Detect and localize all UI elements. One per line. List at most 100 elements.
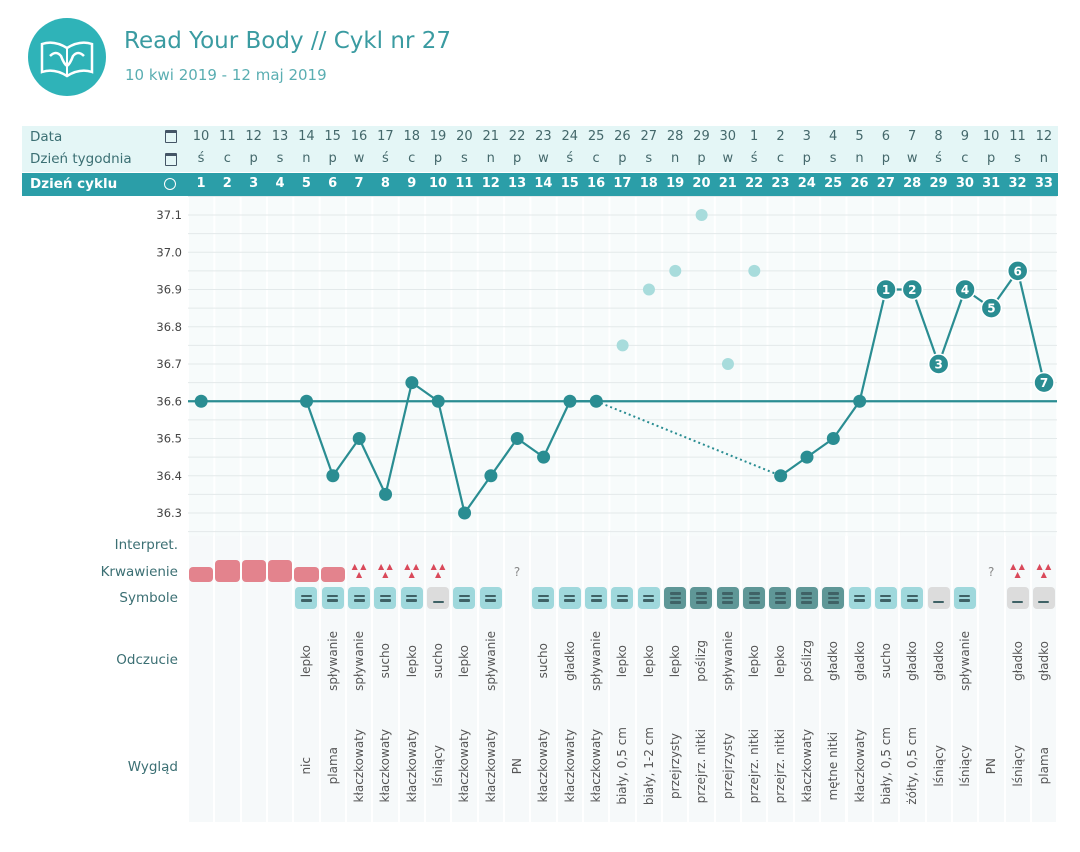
cycle-day-cell: 32 bbox=[1008, 176, 1027, 191]
cycle-day-cell: 18 bbox=[639, 176, 658, 191]
appearance-text: kłaczkowaty bbox=[404, 729, 419, 803]
date-cell: 26 bbox=[614, 129, 631, 144]
appearance-text: przejrzysty bbox=[668, 733, 683, 799]
day-column bbox=[926, 530, 951, 822]
date-cell: 11 bbox=[1009, 129, 1026, 144]
appearance-cell: kłaczkowaty bbox=[399, 712, 425, 820]
date-cell: 10 bbox=[192, 129, 210, 144]
temp-line-segment bbox=[463, 475, 492, 514]
sensation-cell: sucho bbox=[530, 617, 556, 705]
day-column bbox=[505, 530, 530, 822]
fertile-symbol-icon bbox=[664, 587, 687, 609]
temp-point bbox=[853, 394, 867, 408]
dry-symbol-icon bbox=[427, 587, 450, 609]
weekday-cell: w bbox=[722, 151, 734, 166]
day-column-bg bbox=[478, 196, 504, 536]
y-tick-label: 36.9 bbox=[156, 283, 182, 297]
date-cell: 2 bbox=[776, 129, 785, 144]
temp-point bbox=[352, 432, 366, 445]
mucus-symbol-icon bbox=[874, 587, 897, 609]
day-column-bg bbox=[742, 196, 767, 536]
sensation-text: poślizg bbox=[799, 640, 814, 682]
bleeding-unknown: ? bbox=[513, 565, 521, 579]
date-cell: 8 bbox=[934, 129, 943, 144]
sensation-cell: gładko bbox=[557, 617, 583, 705]
bleeding-heavy bbox=[241, 560, 266, 582]
sensation-text: gładko bbox=[1036, 641, 1051, 681]
sensation-cell: gładko bbox=[899, 617, 925, 705]
day-column-bg bbox=[821, 196, 846, 536]
cycle-day-cell: 9 bbox=[407, 176, 417, 191]
date-cell: 18 bbox=[403, 129, 420, 144]
date-cell: 4 bbox=[829, 129, 838, 144]
temp-point bbox=[300, 394, 314, 408]
sensation-text: sucho bbox=[536, 643, 551, 679]
sensation-cell: spływanie bbox=[478, 617, 504, 705]
post-peak-label: 1 bbox=[882, 283, 890, 297]
cycle-day-cell: 1 bbox=[196, 176, 206, 191]
cycle-day-cell: 28 bbox=[903, 176, 922, 191]
temp-line-segment bbox=[542, 400, 571, 458]
appearance-text: kłaczkowaty bbox=[352, 729, 367, 803]
sensation-cell: lepko bbox=[399, 617, 425, 705]
day-column bbox=[531, 530, 556, 822]
appearance-text: nic bbox=[299, 757, 314, 775]
date-cell: 7 bbox=[908, 129, 917, 144]
sensation-text: gładko bbox=[905, 641, 920, 681]
cycle-day-cell: 31 bbox=[982, 176, 1001, 191]
weekday-cell: c bbox=[223, 151, 231, 166]
fertile-symbol-icon bbox=[743, 587, 766, 609]
sensation-text: lepko bbox=[747, 644, 762, 678]
appearance-text: PN bbox=[510, 757, 525, 775]
weekday-cell: w bbox=[906, 151, 918, 166]
dotted-segment bbox=[595, 400, 782, 477]
day-column-bg bbox=[610, 196, 635, 536]
dry-symbol-icon bbox=[1006, 587, 1029, 609]
sensation-text: lepko bbox=[457, 644, 472, 678]
appearance-cell: biały, 0,5 cm bbox=[873, 712, 899, 820]
date-cell: 12 bbox=[245, 129, 262, 144]
cycle-day-cell: 3 bbox=[249, 176, 259, 191]
appearance-cell: PN bbox=[504, 712, 530, 820]
appearance-cell: biały, 0,5 cm bbox=[609, 712, 635, 820]
header-band bbox=[22, 126, 1058, 172]
weekday-cell: p bbox=[433, 151, 443, 166]
day-column-bg bbox=[1031, 196, 1057, 536]
sensation-text: gładko bbox=[852, 641, 867, 681]
day-column-bg bbox=[636, 196, 662, 536]
sensation-cell: gładko bbox=[926, 617, 952, 705]
date-cell: 3 bbox=[802, 129, 811, 144]
cycle-day-cell: 27 bbox=[876, 176, 895, 191]
appearance-cell: lśniący bbox=[926, 712, 952, 820]
date-cell: 29 bbox=[693, 129, 710, 144]
weekday-cell: c bbox=[776, 151, 785, 166]
sensation-cell: spływanie bbox=[346, 617, 372, 705]
temp-line-segment bbox=[490, 437, 519, 477]
appearance-text: biały, 1-2 cm bbox=[641, 726, 656, 806]
day-column-bg bbox=[426, 196, 451, 536]
appearance-text: kłaczkowaty bbox=[799, 729, 814, 803]
appearance-text: kłaczkowaty bbox=[589, 729, 604, 803]
y-tick-label: 36.6 bbox=[156, 394, 182, 408]
circle-icon bbox=[164, 178, 176, 190]
cycle-day-cell: 14 bbox=[534, 176, 553, 191]
cycle-day-cell: 4 bbox=[275, 176, 285, 191]
post-peak-point bbox=[980, 297, 1003, 319]
day-column-bg bbox=[663, 196, 688, 536]
day-column-bg bbox=[189, 196, 214, 536]
cycle-day-cell: 16 bbox=[587, 176, 606, 191]
day-column bbox=[873, 530, 899, 822]
bleeding-heavy bbox=[215, 560, 240, 582]
day-column bbox=[663, 530, 688, 822]
sensation-cell: lepko bbox=[662, 617, 688, 705]
temp-line-segment bbox=[437, 400, 466, 514]
weekday-cell: p bbox=[618, 151, 627, 166]
spotting-drops-icon: ▲ ▲ ▲ bbox=[1036, 562, 1052, 579]
temp-line-segment bbox=[1016, 270, 1046, 383]
post-peak-label: 3 bbox=[935, 358, 943, 372]
day-column bbox=[689, 530, 714, 822]
appearance-cell: kłaczkowaty bbox=[557, 712, 583, 820]
date-cell: 27 bbox=[640, 129, 658, 144]
appearance-text: lśniący bbox=[431, 745, 446, 787]
weekday-cell: p bbox=[697, 151, 706, 166]
